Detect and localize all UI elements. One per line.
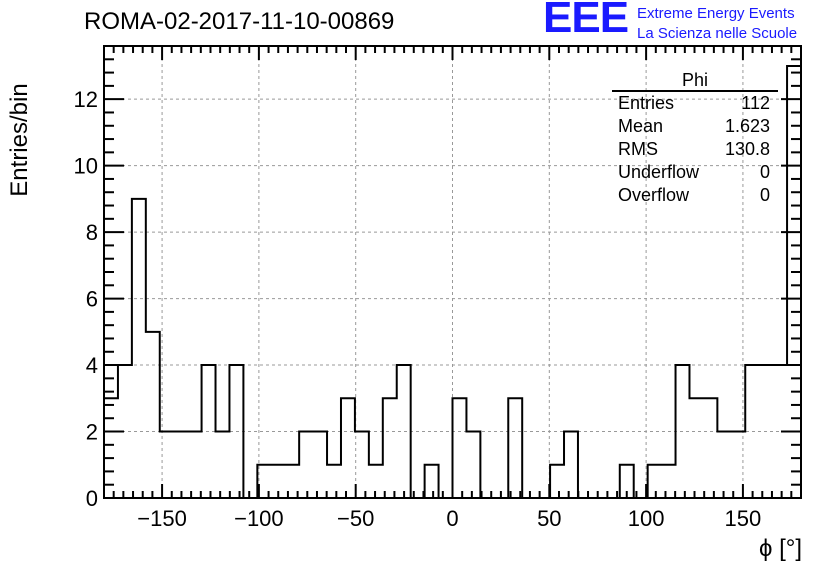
histogram-bin (466, 432, 480, 498)
stats-row-rms: RMS 130.8 (610, 138, 778, 161)
histogram-bin (453, 398, 467, 498)
stats-value: 1.623 (724, 116, 770, 136)
histogram-bin (383, 398, 397, 498)
histogram-bin (202, 365, 216, 498)
histogram-bin (397, 365, 411, 498)
histogram-bin (662, 465, 676, 498)
histogram-bin (689, 398, 703, 498)
histogram-bin (648, 465, 662, 498)
stats-value: 112 (741, 93, 770, 113)
y-tick-label: 12 (74, 87, 98, 112)
histogram-bin (508, 398, 522, 498)
y-axis-label: Entries/bin (6, 83, 33, 197)
x-axis-label: ϕ [°] (758, 535, 802, 562)
histogram-bin (146, 332, 160, 498)
stats-label: Entries (618, 93, 675, 113)
stats-label: Mean (618, 116, 664, 136)
histogram-bin (703, 398, 717, 498)
axis-ticks (104, 46, 801, 499)
histogram-bin (341, 398, 355, 498)
histogram-bin (327, 465, 341, 498)
histogram-bin (550, 465, 564, 498)
stats-box: Phi Entries 112 Mean 1.623 RMS 130.8 Underf… (610, 70, 778, 207)
x-tick-label: −50 (337, 506, 374, 531)
histogram-bin (564, 432, 578, 498)
histogram-bin (229, 365, 243, 498)
stats-row-entries: Entries 112 (610, 92, 778, 115)
x-tick-label: 0 (446, 506, 458, 531)
y-tick-label: 6 (86, 287, 98, 312)
histogram-bin (132, 199, 146, 498)
chart-title: ROMA-02-2017-11-10-00869 (84, 8, 395, 35)
logo-subtitle-2: La Scienza nelle Scuole (637, 25, 798, 42)
stats-value: 0 (759, 185, 770, 205)
stats-value: 130.8 (724, 139, 770, 159)
stats-row-underflow: Underflow 0 (610, 161, 778, 184)
histogram-bin (676, 365, 690, 498)
histogram-bin (174, 432, 188, 498)
stats-row-overflow: Overflow 0 (610, 184, 778, 207)
histogram-bin (787, 66, 801, 498)
histogram-bin (188, 432, 202, 498)
x-tick-label: −100 (234, 506, 284, 531)
x-tick-label: −150 (137, 506, 187, 531)
histogram-bin (299, 432, 313, 498)
histogram-bin (313, 432, 327, 498)
axis-tick-labels: −150 −100 −50 0 50 100 150 0 2 4 6 8 10 12 (74, 87, 762, 531)
x-tick-label: 50 (537, 506, 561, 531)
histogram-bin (355, 432, 369, 498)
stats-title: Phi (612, 70, 778, 92)
histogram-bin (104, 398, 118, 498)
y-tick-label: 10 (74, 154, 98, 179)
y-tick-label: 4 (86, 353, 98, 378)
stats-label: Overflow (618, 185, 690, 205)
y-tick-label: 8 (86, 220, 98, 245)
eee-logo: EEE (543, 0, 629, 42)
histogram-bin (216, 432, 230, 498)
stats-value: 0 (759, 162, 770, 182)
histogram-bin (425, 465, 439, 498)
x-tick-label: 150 (725, 506, 762, 531)
x-tick-label: 100 (628, 506, 665, 531)
logo-subtitle-1: Extreme Energy Events (637, 5, 795, 22)
y-tick-label: 2 (86, 420, 98, 445)
histogram-bin (717, 432, 731, 498)
stats-label: RMS (618, 139, 658, 159)
histogram-bin (759, 365, 773, 498)
histogram-bin (745, 365, 759, 498)
stats-row-mean: Mean 1.623 (610, 115, 778, 138)
stats-label: Underflow (618, 162, 700, 182)
y-tick-label: 0 (86, 486, 98, 511)
